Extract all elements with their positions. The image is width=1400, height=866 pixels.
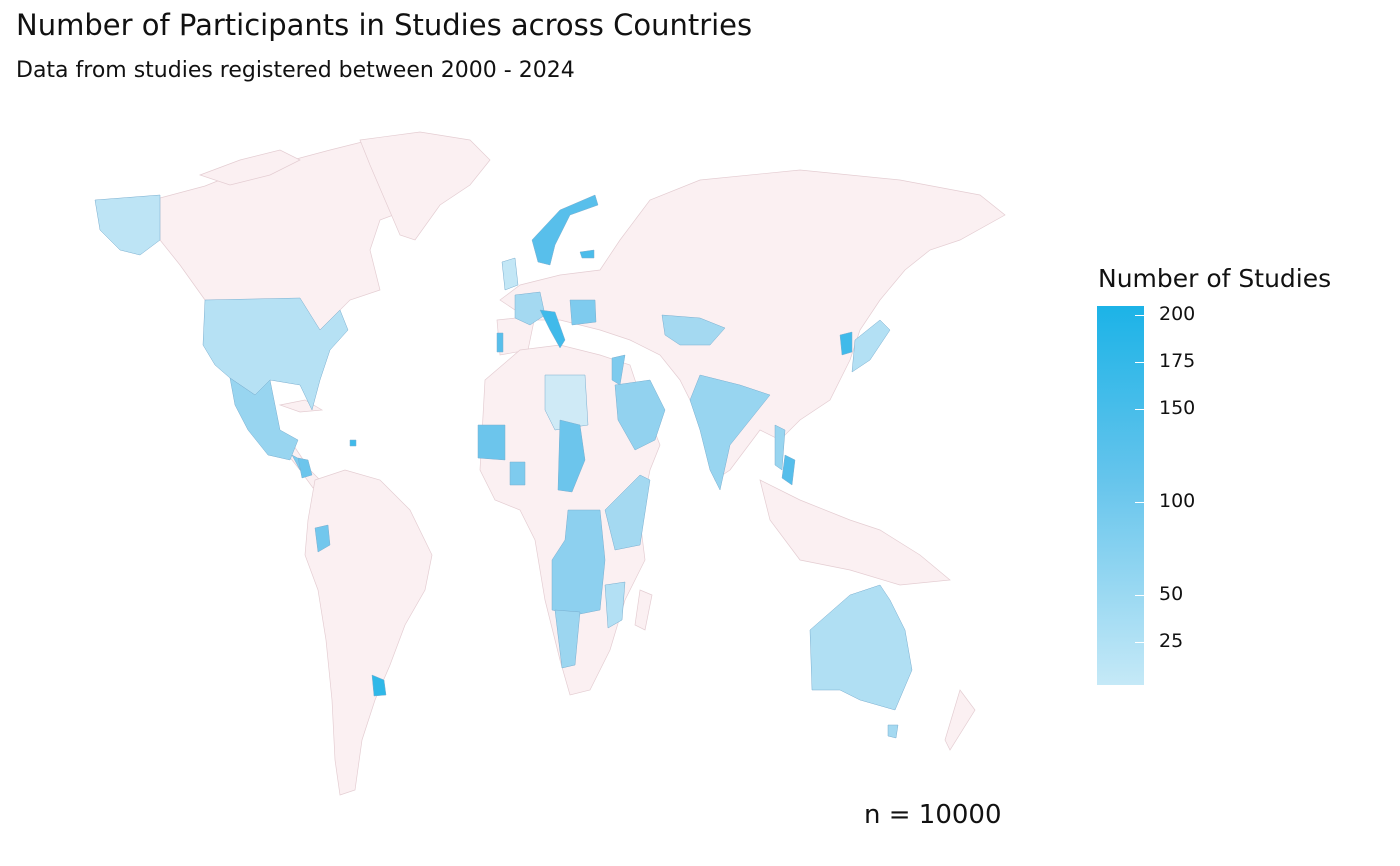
- region-southeast-asia: [759, 479, 951, 586]
- legend-tick-label: 175: [1159, 350, 1196, 372]
- sample-size-note: n = 10000: [864, 800, 1002, 830]
- region-australia: [809, 584, 913, 711]
- region-mexico: [229, 377, 299, 461]
- region-new-zealand: [944, 689, 976, 751]
- region-madagascar: [634, 589, 653, 631]
- region-portugal: [496, 332, 504, 353]
- region-japan: [851, 319, 891, 373]
- legend-tickmark: [1135, 315, 1144, 316]
- region-chad: [557, 419, 586, 493]
- region-india: [689, 374, 771, 491]
- legend-colorbar: [1097, 306, 1144, 685]
- region-south-korea: [839, 331, 853, 356]
- region-mozambique: [604, 581, 626, 629]
- legend-tick-label: 100: [1159, 490, 1196, 512]
- legend-tick-label: 25: [1159, 630, 1184, 652]
- region-estonia: [579, 249, 595, 259]
- region-namibia: [554, 609, 581, 669]
- legend-tickmark: [1135, 409, 1144, 410]
- legend-tick-label: 200: [1159, 303, 1196, 325]
- region-greenland: [359, 131, 491, 241]
- map-data-regions: [94, 194, 913, 739]
- region-uruguay: [371, 674, 387, 697]
- region-cuba: [278, 399, 324, 413]
- region-france: [514, 291, 546, 326]
- region-ecuador: [314, 524, 331, 553]
- legend-tick-label: 150: [1159, 397, 1196, 419]
- legend-tickmark: [1135, 362, 1144, 363]
- region-saudi-arabia: [614, 379, 666, 451]
- region-arctic-islands: [198, 149, 301, 186]
- region-alaska: [94, 194, 161, 256]
- legend-tickmark: [1135, 595, 1144, 596]
- region-myanmar: [774, 424, 786, 471]
- region-united-kingdom: [501, 257, 519, 291]
- legend-title: Number of Studies: [1098, 264, 1332, 293]
- region-central-asia: [661, 314, 726, 346]
- region-mauritania: [477, 424, 506, 461]
- region-norway: [531, 194, 599, 266]
- region-eurasia: [499, 169, 1006, 481]
- region-nicaragua: [297, 457, 313, 479]
- region-kenya: [604, 474, 651, 551]
- legend-tick-label: 50: [1159, 583, 1184, 605]
- chart-title: Number of Participants in Studies across…: [16, 8, 753, 42]
- legend-tickmark: [1135, 642, 1144, 643]
- region-caribbean-island: [349, 439, 357, 447]
- region-italy: [539, 309, 566, 349]
- region-south-america: [304, 469, 433, 796]
- chart-subtitle: Data from studies registered between 200…: [16, 58, 575, 83]
- region-united-states: [202, 297, 349, 411]
- legend-tickmark: [1135, 502, 1144, 503]
- region-romania: [569, 299, 597, 326]
- region-vietnam: [781, 454, 796, 486]
- region-tasmania: [887, 724, 899, 739]
- region-ghana: [509, 461, 526, 486]
